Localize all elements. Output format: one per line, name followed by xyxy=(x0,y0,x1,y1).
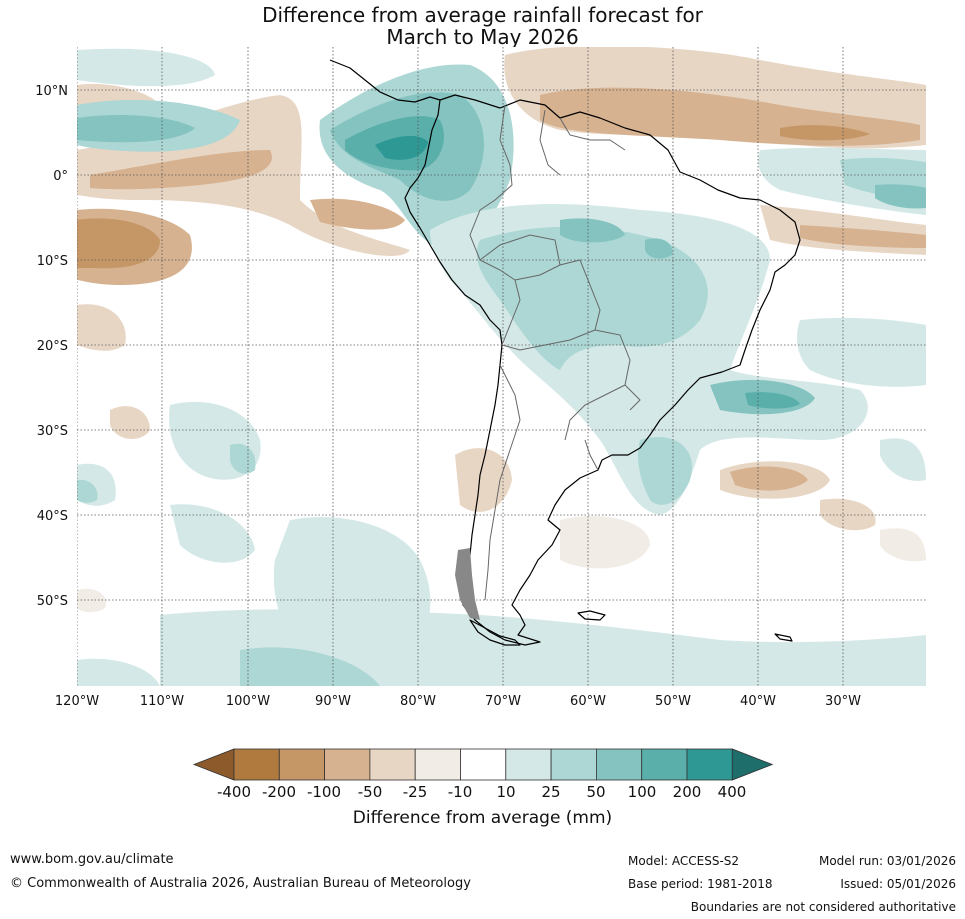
colorbar-segment xyxy=(641,748,688,781)
colorbar-arrow-high xyxy=(731,748,774,781)
wet-region-southeast-atlantic xyxy=(880,438,926,481)
footer-base-period: Base period: 1981-2018 xyxy=(628,877,773,891)
colorbar-label: -400 xyxy=(216,783,252,801)
footer-url: www.bom.gov.au/climate xyxy=(10,852,174,867)
lat-label: 10°N xyxy=(35,84,68,99)
wet-region-atlantic-east-core xyxy=(875,184,926,209)
chile-fjords xyxy=(455,548,480,620)
longitude-labels: 120°W 110°W 100°W 90°W 80°W 70°W 60°W 50… xyxy=(55,694,861,709)
colorbar-labels: -400 -200 -100 -50 -25 -10 10 25 50 100 … xyxy=(0,783,965,803)
wet-region-southeast-brazil-core xyxy=(745,392,800,409)
lon-label: 120°W xyxy=(55,694,99,709)
colorbar-label: 100 xyxy=(627,783,657,801)
dry-region-equatorial-pacific-core xyxy=(90,150,272,190)
colorbar-label: 25 xyxy=(541,783,561,801)
colorbar-segment xyxy=(278,748,325,781)
lon-label: 110°W xyxy=(140,694,184,709)
wet-region-atlantic-south-band xyxy=(797,317,926,387)
colorbar-title: Difference from average (mm) xyxy=(352,808,613,828)
footer-model: Model: ACCESS-S2 xyxy=(628,854,740,868)
colorbar-segment xyxy=(505,748,552,781)
lat-label: 0° xyxy=(53,169,68,184)
wet-region-southern-ocean-inner xyxy=(240,647,380,686)
colorbar-label: 50 xyxy=(586,783,606,801)
wet-region-north-pacific-top xyxy=(77,48,215,87)
colorbar-label: -200 xyxy=(261,783,297,801)
dry-region-tropical-atlantic-core xyxy=(800,225,926,248)
wet-region-brazil-patch xyxy=(645,238,673,259)
footer-model-run: Model run: 03/01/2026 xyxy=(818,854,956,868)
dry-region-mid-atlantic xyxy=(820,498,876,531)
lon-label: 100°W xyxy=(226,694,270,709)
lat-label: 40°S xyxy=(37,509,68,524)
colorbar-segment xyxy=(369,748,416,781)
colorbar-segment xyxy=(550,748,597,781)
dry-region-south-pacific-west xyxy=(77,304,126,351)
footer-issued: Issued: 05/01/2026 xyxy=(840,877,956,891)
wet-region-uruguay xyxy=(638,436,692,505)
colorbar-label: -25 xyxy=(402,783,428,801)
colorbar-label: -50 xyxy=(357,783,383,801)
tierra-del-fuego xyxy=(469,619,521,646)
wet-region-amazon-core xyxy=(560,218,625,243)
title-line-2: March to May 2026 xyxy=(386,25,579,49)
anomaly-shading xyxy=(77,47,926,686)
dry-region-south-atlantic-core xyxy=(730,466,808,491)
colorbar-label: 10 xyxy=(496,783,516,801)
coastlines xyxy=(329,59,801,646)
title-line-1: Difference from average rainfall forecas… xyxy=(262,3,703,27)
central-america-coast xyxy=(329,59,441,103)
colorbar-segment xyxy=(414,748,461,781)
colorbar-segment xyxy=(686,748,733,781)
dry-region-north-atlantic-peak xyxy=(780,125,870,141)
wet-region-southwest-pacific-core xyxy=(77,479,98,503)
lat-label: 50°S xyxy=(37,594,68,609)
colorbar-segment xyxy=(460,748,507,781)
colorbar-label: 200 xyxy=(672,783,702,801)
footer-copyright: © Commonwealth of Australia 2026, Austra… xyxy=(10,876,471,891)
map-title: Difference from average rainfall forecas… xyxy=(0,4,965,48)
lat-label: 30°S xyxy=(37,424,68,439)
country-borders xyxy=(469,104,641,601)
dry-region-south-pacific-patch xyxy=(110,406,150,440)
lon-label: 90°W xyxy=(315,694,351,709)
wet-region-pacific-mid-south xyxy=(170,504,255,563)
dry-region-east-pacific xyxy=(310,198,405,230)
wet-region-north-pacific-core xyxy=(77,115,195,143)
lon-label: 60°W xyxy=(570,694,606,709)
colorbar-label: 400 xyxy=(717,783,747,801)
south-america-coast xyxy=(404,94,801,646)
colorbar-arrow-low xyxy=(192,748,235,781)
wet-region-colombia-peak xyxy=(375,135,428,160)
latitude-labels: 10°N 0° 10°S 20°S 30°S 40°S 50°S xyxy=(35,84,68,609)
lon-label: 50°W xyxy=(655,694,691,709)
wet-region-south-pacific-inner xyxy=(230,443,256,474)
colorbar-segment xyxy=(596,748,643,781)
lon-label: 30°W xyxy=(825,694,861,709)
colorbar-segment xyxy=(233,748,280,781)
dry-region-southeast-pacific-core xyxy=(77,218,160,269)
wet-region-far-southwest xyxy=(77,658,160,686)
footer-disclaimer: Boundaries are not considered authoritat… xyxy=(690,900,956,914)
lon-label: 40°W xyxy=(740,694,776,709)
dry-region-patagonia-atlantic xyxy=(560,516,650,569)
lat-label: 20°S xyxy=(37,339,68,354)
dry-region-far-southeast xyxy=(880,528,926,562)
lat-label: 10°S xyxy=(37,254,68,269)
colorbar-segment xyxy=(324,748,371,781)
colorbar xyxy=(192,748,774,781)
falkland-islands xyxy=(577,610,606,621)
lon-label: 70°W xyxy=(485,694,521,709)
colorbar-label: -10 xyxy=(447,783,473,801)
wet-region-amazon-inner xyxy=(476,226,708,370)
south-georgia xyxy=(774,633,793,642)
colorbar-label: -100 xyxy=(306,783,342,801)
lon-label: 80°W xyxy=(400,694,436,709)
dry-region-far-south-pacific xyxy=(77,588,106,613)
